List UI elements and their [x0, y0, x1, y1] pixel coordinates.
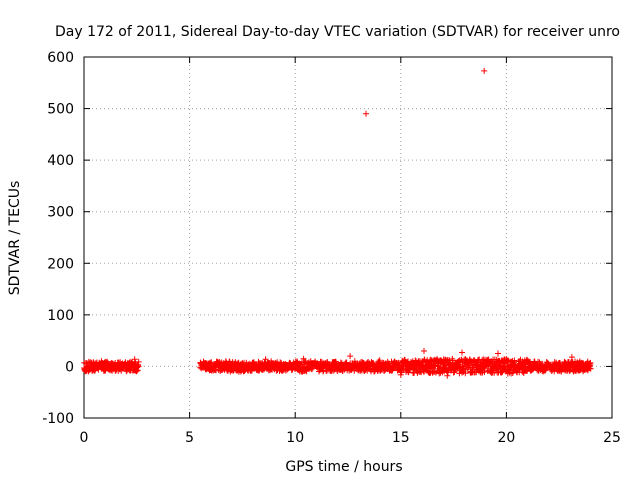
data-point [131, 356, 138, 363]
data-point [363, 110, 369, 117]
y-axis-title: SDTVAR / TECUs [7, 181, 23, 296]
x-tick-label: 25 [603, 430, 621, 446]
x-tick-label: 10 [286, 430, 304, 446]
data-point [495, 350, 501, 357]
x-tick-label: 0 [80, 430, 89, 446]
data-point [587, 365, 594, 372]
data-point [587, 359, 594, 366]
y-tick-label: 500 [47, 102, 74, 118]
data-point [397, 371, 404, 378]
data-point [277, 359, 284, 366]
data-point [303, 368, 310, 375]
data-point [456, 370, 463, 377]
plot-area-frame [83, 56, 613, 419]
data-point [459, 349, 465, 356]
data-series-sdtvar [81, 67, 594, 379]
data-point [135, 358, 142, 365]
data-point [421, 348, 427, 354]
x-tick-label: 5 [185, 430, 194, 446]
data-point [262, 356, 269, 363]
data-point [376, 357, 383, 364]
y-tick-label: 0 [65, 359, 74, 375]
x-axis: 0 5 10 15 20 25 [80, 57, 621, 446]
data-point [444, 372, 451, 379]
y-tick-label: 300 [47, 205, 74, 221]
data-point [568, 354, 575, 361]
data-point [208, 359, 215, 366]
chart-title: Day 172 of 2011, Sidereal Day-to-day VTE… [55, 24, 620, 40]
data-point [481, 368, 488, 375]
data-point [300, 355, 307, 362]
x-tick-label: 20 [497, 430, 515, 446]
x-axis-title: GPS time / hours [285, 459, 402, 475]
y-tick-label: 400 [47, 153, 74, 169]
y-tick-label: 200 [47, 256, 74, 272]
y-tick-label: 100 [47, 308, 74, 324]
x-tick-label: 15 [392, 430, 410, 446]
data-point [481, 67, 488, 74]
y-axis: -100 0 100 200 300 400 500 600 [42, 50, 612, 427]
y-tick-label: -100 [42, 411, 74, 427]
data-point [347, 353, 354, 360]
data-point [498, 369, 505, 376]
y-tick-label: 600 [47, 50, 74, 66]
